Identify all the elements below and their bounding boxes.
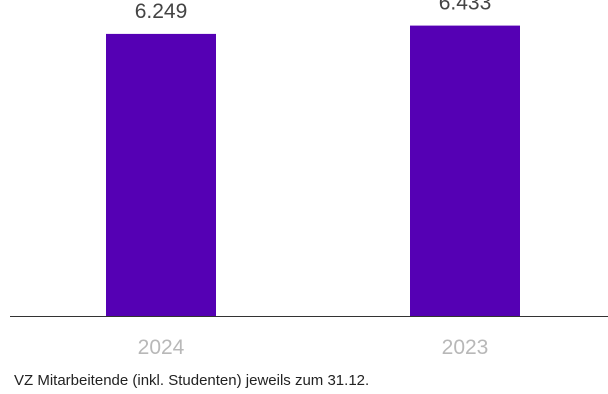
bar-2023	[410, 25, 520, 316]
bar-2024	[106, 33, 216, 317]
chart-footnote: VZ Mitarbeitende (inkl. Studenten) jewei…	[14, 372, 370, 389]
x-tick-label-2024: 2024	[138, 336, 185, 359]
x-tick-label-2023: 2023	[442, 336, 489, 359]
data-label-2023: 6.433	[439, 0, 492, 15]
data-label-2024: 6.249	[135, 0, 188, 23]
